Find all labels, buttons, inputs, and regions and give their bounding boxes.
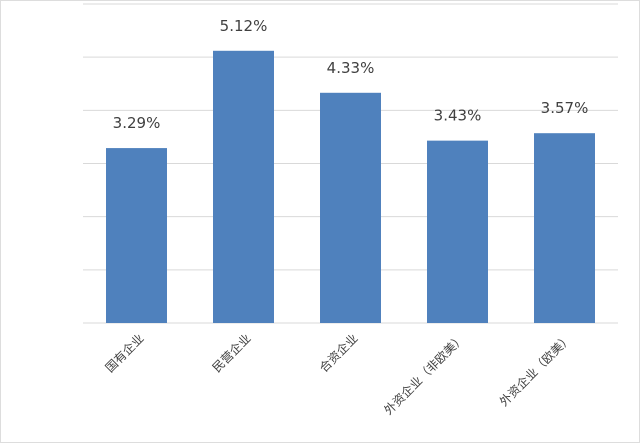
value-label: 3.57% <box>541 99 589 117</box>
value-label: 3.29% <box>113 114 161 132</box>
value-label: 4.33% <box>327 59 375 77</box>
bar <box>320 92 381 323</box>
bar <box>106 148 167 323</box>
value-label: 5.12% <box>220 17 268 35</box>
value-label: 3.43% <box>434 107 482 125</box>
bar <box>213 50 274 323</box>
bar <box>427 140 488 323</box>
bar <box>534 133 595 323</box>
